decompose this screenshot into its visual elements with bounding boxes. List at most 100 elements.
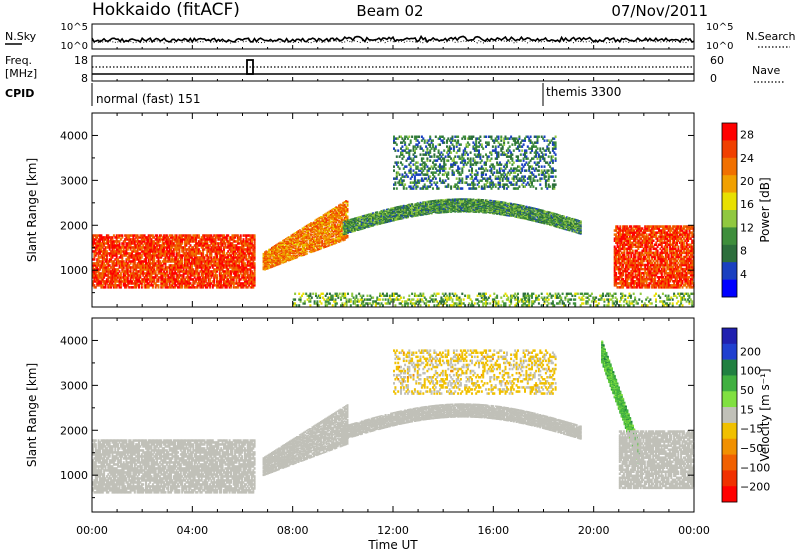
echo-cell	[172, 266, 175, 269]
echo-cell	[96, 274, 99, 277]
echo-cell	[157, 238, 160, 241]
echo-cell	[161, 240, 164, 243]
echo-cell	[111, 252, 114, 255]
echo-cell	[177, 276, 179, 279]
echo-cell	[143, 246, 146, 249]
nsearch-trace	[91, 39, 694, 44]
echo-cell	[174, 262, 177, 265]
echo-cell	[192, 246, 195, 249]
echo-cell	[185, 242, 188, 245]
echo-cell	[192, 250, 195, 253]
echo-cell	[175, 254, 178, 257]
echo-cell	[105, 242, 108, 245]
echo-cell	[182, 270, 185, 273]
echo-cell	[196, 234, 199, 237]
echo-cell	[163, 250, 166, 253]
echo-cell	[172, 286, 175, 289]
echo-cell	[197, 234, 200, 237]
echo-cell	[153, 276, 156, 279]
echo-cell	[136, 254, 139, 257]
echo-cell	[193, 238, 196, 241]
echo-cell	[104, 284, 107, 287]
echo-cell	[118, 256, 121, 259]
echo-cell	[174, 258, 177, 261]
echo-cell	[192, 234, 195, 237]
echo-cell	[189, 256, 192, 259]
echo-cell	[168, 250, 171, 253]
echo-cell	[164, 266, 167, 269]
echo-cell	[100, 238, 103, 241]
echo-cell	[110, 250, 113, 253]
echo-cell	[103, 238, 106, 241]
echo-cell	[146, 250, 149, 253]
echo-cell	[161, 252, 164, 255]
echo-cell	[99, 264, 101, 267]
echo-cell	[150, 274, 153, 277]
echo-cell	[126, 262, 129, 265]
echo-cell	[121, 260, 124, 263]
echo-cell	[154, 254, 157, 257]
echo-cell	[108, 244, 111, 247]
echo-cell	[140, 240, 143, 243]
echo-cell	[197, 282, 200, 285]
echo-cell	[143, 234, 146, 237]
echo-cell	[115, 258, 118, 261]
echo-cell	[97, 262, 100, 265]
echo-cell	[110, 254, 113, 257]
echo-cell	[184, 240, 186, 243]
echo-cell	[126, 236, 129, 239]
echo-cell	[182, 252, 185, 255]
echo-cell	[103, 248, 106, 251]
echo-cell	[186, 248, 189, 251]
echo-cell	[115, 270, 118, 273]
echo-cell	[200, 266, 203, 269]
echo-cell	[103, 270, 106, 273]
echo-cell	[172, 236, 175, 239]
echo-cell	[160, 268, 163, 271]
echo-cell	[164, 258, 167, 261]
echo-cell	[101, 276, 104, 279]
echo-cell	[101, 254, 104, 257]
echo-cell	[129, 274, 132, 277]
echo-cell	[122, 262, 125, 265]
echo-cell	[93, 242, 96, 245]
echo-cell	[168, 264, 171, 267]
echo-cell	[107, 238, 110, 241]
echo-cell	[115, 250, 118, 253]
echo-cell	[175, 252, 178, 255]
echo-cell	[163, 270, 166, 273]
echo-cell	[96, 266, 99, 269]
echo-cell	[174, 240, 177, 243]
echo-cell	[182, 246, 185, 249]
echo-cell	[178, 254, 181, 257]
echo-cell	[197, 250, 200, 253]
echo-cell	[190, 270, 193, 273]
echo-cell	[108, 248, 111, 251]
echo-cell	[140, 270, 143, 273]
echo-cell	[146, 238, 149, 241]
echo-cell	[195, 252, 198, 255]
echo-cell	[125, 238, 128, 241]
echo-cell	[101, 244, 104, 247]
echo-cell	[185, 270, 188, 273]
echo-cell	[158, 234, 161, 237]
echo-cell	[119, 238, 122, 241]
echo-cell	[178, 252, 181, 255]
echo-cell	[188, 276, 191, 279]
echo-cell	[192, 254, 195, 257]
echo-cell	[164, 278, 167, 281]
echo-cell	[195, 246, 198, 249]
echo-cell	[140, 254, 143, 257]
echo-cell	[104, 258, 107, 261]
echo-cell	[190, 254, 193, 257]
echo-cell	[140, 280, 143, 283]
echo-cell	[149, 236, 152, 239]
echo-cell	[93, 268, 96, 271]
echo-cell	[126, 276, 129, 279]
echo-cell	[189, 272, 192, 275]
echo-cell	[124, 238, 127, 241]
echo-cell	[175, 238, 178, 241]
echo-cell	[100, 242, 103, 245]
echo-cell	[189, 248, 192, 251]
echo-cell	[199, 276, 202, 279]
